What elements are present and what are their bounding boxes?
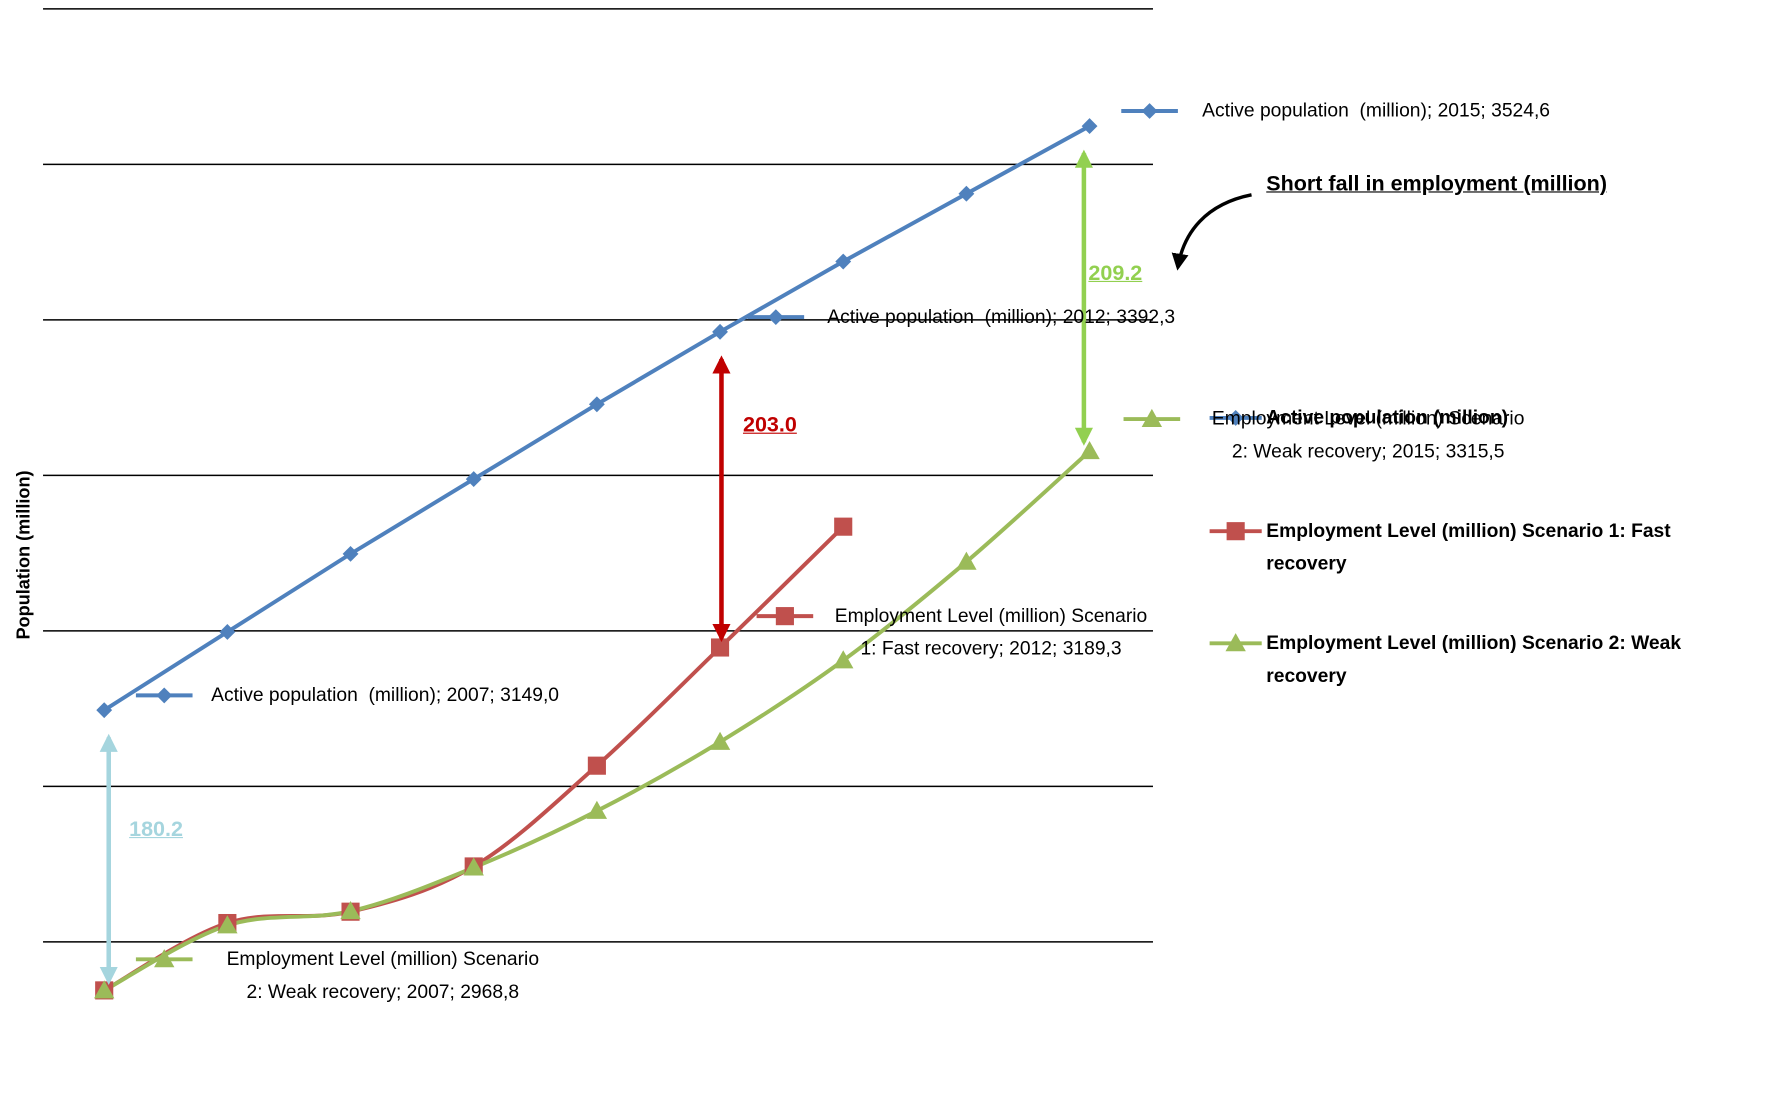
- marker: [156, 687, 173, 704]
- shortfall-label: 209.2: [1088, 261, 1143, 286]
- marker: [958, 185, 975, 202]
- legend-entry: Active population (million): [1266, 406, 1509, 429]
- data-label: Employment Level (million) Scenario 2: W…: [1211, 407, 1530, 463]
- marker: [833, 650, 854, 669]
- marker: [709, 731, 731, 750]
- marker: [775, 607, 794, 626]
- marker: [956, 551, 977, 570]
- y-axis-title: Population (million): [14, 470, 34, 640]
- marker: [1141, 408, 1163, 427]
- legend-entry: Employment Level (million) Scenario 1: F…: [1266, 519, 1671, 575]
- marker: [586, 800, 608, 819]
- marker: [1225, 633, 1246, 652]
- marker: [1079, 441, 1100, 460]
- legend-entry: Employment Level (million) Scenario 2: W…: [1266, 631, 1682, 687]
- pointer-arrow: [1171, 193, 1252, 271]
- marker: [463, 857, 484, 876]
- marker: [835, 253, 852, 270]
- marker: [342, 545, 359, 562]
- marker: [767, 309, 784, 326]
- shortfall-label: 203.0: [742, 413, 797, 438]
- marker: [154, 949, 175, 968]
- data-label: Employment Level (million) Scenario 1: F…: [834, 604, 1153, 660]
- marker: [834, 517, 853, 536]
- series-line: [103, 525, 845, 993]
- marker: [340, 901, 361, 920]
- shortfall-label: 180.2: [129, 817, 183, 842]
- marker: [94, 980, 115, 999]
- data-label: Active population (million); 2012; 3392,…: [827, 305, 1176, 328]
- marker: [1226, 522, 1245, 541]
- data-label: Employment Level (million) Scenario 2: W…: [226, 947, 545, 1003]
- series-line: [103, 449, 1091, 993]
- marker: [710, 638, 730, 657]
- marker: [217, 915, 238, 934]
- marker: [1081, 118, 1098, 135]
- marker: [1141, 103, 1158, 119]
- marker: [587, 756, 606, 775]
- shortfall-title: Short fall in employment (million): [1266, 172, 1607, 196]
- data-label: Active population (million); 2015; 3524,…: [1202, 99, 1551, 122]
- data-label: Active population (million); 2007; 3149,…: [211, 684, 560, 706]
